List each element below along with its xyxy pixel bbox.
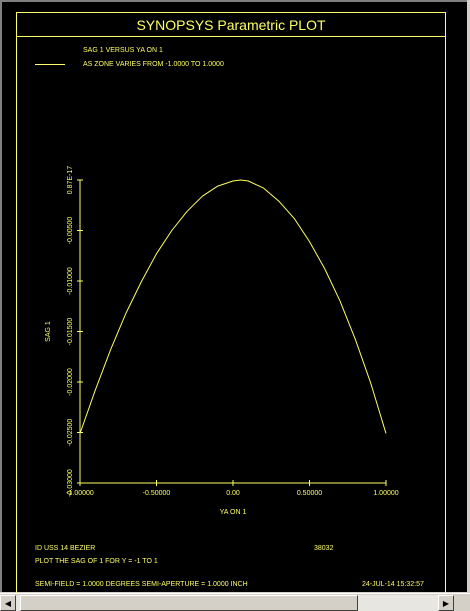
x-tick-label: 1.00000: [373, 490, 398, 497]
arrow-right-icon: ▶: [442, 598, 450, 608]
scroll-right-button[interactable]: ▶: [438, 595, 454, 611]
y-tick-label: -0.02500: [67, 419, 74, 447]
plot-title: SYNOPSYS Parametric PLOT: [17, 13, 445, 37]
y-axis-label: SAG 1: [45, 321, 52, 342]
y-tick-label: -0.01500: [67, 318, 74, 346]
footer-code: 38032: [314, 545, 334, 552]
y-tick-label: -0.01000: [67, 267, 74, 295]
footer-id: ID USS 14 BEZIER: [35, 545, 96, 552]
sag-curve: [79, 179, 387, 434]
size-grip[interactable]: [454, 595, 470, 611]
footer-datetime: 24-JUL-14 15:32:57: [362, 581, 424, 588]
y-tick-label: -0.02000: [67, 368, 74, 396]
y-tick-label: -0.00500: [67, 217, 74, 245]
legend-line-1: SAG 1 VERSUS YA ON 1: [83, 47, 163, 54]
scroll-left-button[interactable]: ◀: [0, 595, 16, 611]
footer-plot-description: PLOT THE SAG OF 1 FOR Y = -1 TO 1: [35, 558, 158, 565]
legend-line-2: AS ZONE VARIES FROM -1.0000 TO 1.0000: [83, 61, 224, 68]
plot-frame: SYNOPSYS Parametric PLOT SAG 1 VERSUS YA…: [16, 12, 446, 596]
plot-window: SYNOPSYS Parametric PLOT SAG 1 VERSUS YA…: [0, 0, 467, 596]
x-tick-label: -0.50000: [143, 490, 171, 497]
y-tick-label: 0.87E-17: [67, 166, 74, 195]
horizontal-scrollbar[interactable]: ◀ ▶: [0, 593, 470, 611]
x-axis-label: YA ON 1: [220, 509, 247, 516]
y-tick-label: -0.03000: [67, 469, 74, 497]
x-tick-label: 0.00: [226, 490, 240, 497]
x-tick-label: 0.50000: [297, 490, 322, 497]
legend-swatch-line: [35, 64, 65, 65]
x-tick-label: -1.00000: [66, 490, 94, 497]
arrow-left-icon: ◀: [4, 598, 12, 608]
scroll-thumb[interactable]: [20, 595, 358, 611]
sag-chart: 0.87E-17 -0.00500 -0.01000 -0.01500 -0.02000…: [45, 166, 399, 516]
footer-field-info: SEMI-FIELD = 1.0000 DEGREES SEMI-APERTUR…: [35, 581, 248, 588]
